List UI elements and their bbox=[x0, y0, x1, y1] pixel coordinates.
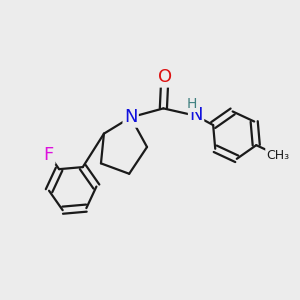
Text: F: F bbox=[44, 146, 54, 164]
Text: N: N bbox=[189, 106, 203, 124]
Text: H: H bbox=[186, 97, 197, 111]
Text: CH₃: CH₃ bbox=[266, 149, 290, 162]
Text: O: O bbox=[158, 68, 172, 86]
Text: N: N bbox=[124, 108, 137, 126]
